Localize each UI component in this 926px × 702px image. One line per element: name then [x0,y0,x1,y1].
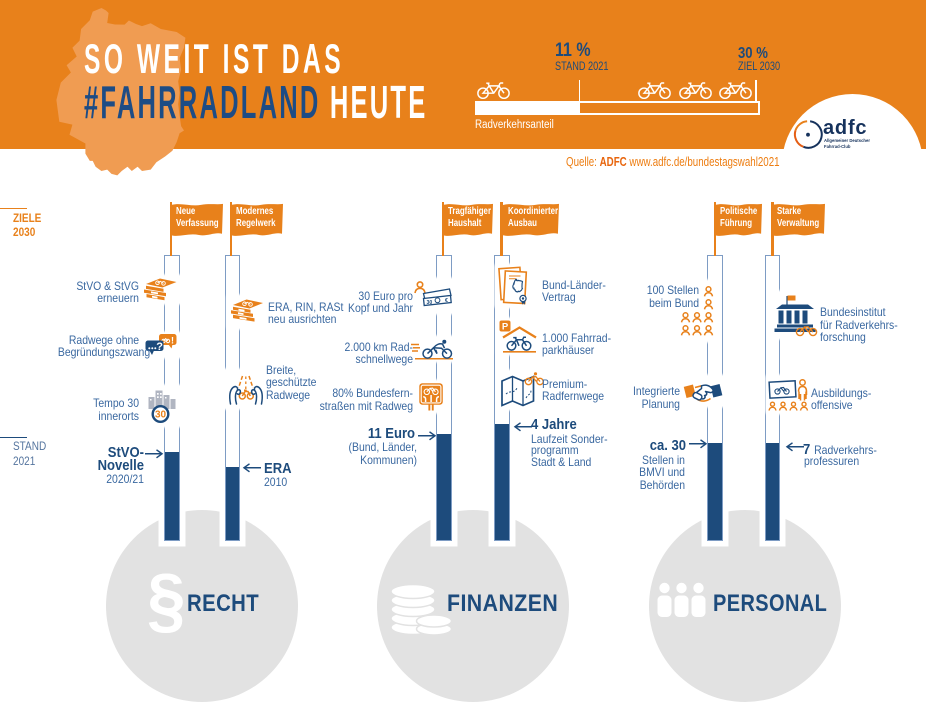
svg-text:?: ? [156,341,163,353]
svg-text:!: ! [171,335,174,345]
svg-text:€: € [445,298,448,304]
svg-text:30: 30 [155,410,167,421]
svg-text:30: 30 [427,300,433,306]
svg-text:P: P [502,322,509,333]
